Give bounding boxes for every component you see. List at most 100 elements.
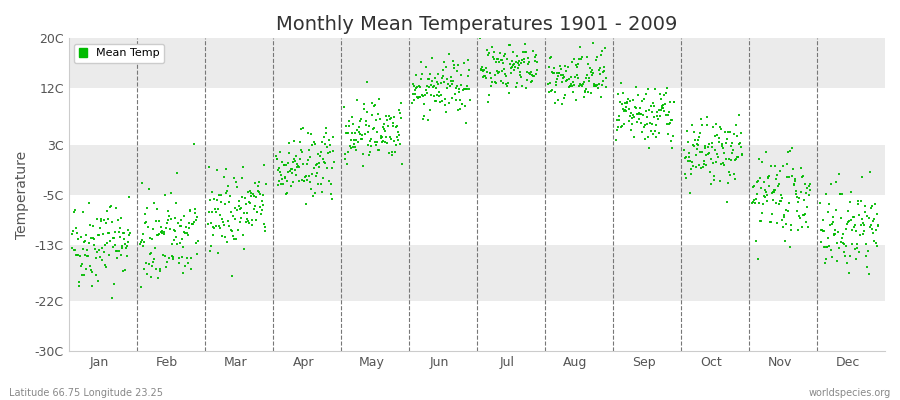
Point [384,152,399,158]
Point [842,218,857,224]
Point [309,162,323,168]
Point [454,100,469,107]
Point [387,113,401,120]
Point [482,50,496,56]
Point [503,60,517,67]
Point [496,60,510,66]
Point [350,127,365,134]
Point [138,211,152,218]
Point [111,216,125,223]
Point [616,89,630,96]
Point [801,224,815,230]
Point [526,72,541,79]
Point [318,160,332,166]
Point [563,83,578,89]
Point [571,75,585,81]
Point [352,129,366,136]
Point [238,219,253,225]
Point [582,75,597,82]
Point [690,137,705,144]
Point [865,203,879,210]
Point [679,155,693,161]
Point [69,252,84,258]
Point [586,40,600,46]
Point [802,192,816,198]
Point [814,200,828,206]
Point [518,41,533,47]
Point [683,158,698,164]
Point [313,149,328,156]
Point [525,72,539,79]
Point [505,64,519,70]
Point [842,199,857,206]
Point [353,118,367,124]
Point [798,190,813,196]
Point [137,266,151,272]
Point [191,238,205,244]
Point [255,207,269,213]
Point [733,141,747,148]
Point [860,253,874,260]
Point [211,250,225,256]
Point [861,271,876,277]
Point [590,81,605,88]
Point [681,153,696,160]
Bar [68,38,885,88]
Point [371,111,385,117]
Point [305,142,320,148]
Point [862,169,877,176]
Point [560,77,574,83]
Point [449,83,464,89]
Point [147,200,161,207]
Point [531,28,545,34]
Point [356,106,371,112]
Point [644,102,658,109]
Point [80,253,94,260]
Point [486,54,500,60]
Point [720,199,734,206]
Point [281,169,295,176]
Point [863,224,878,230]
Point [311,180,326,187]
Point [858,203,872,210]
Point [171,220,185,226]
Point [288,166,302,173]
Point [68,247,82,253]
Point [385,123,400,129]
Point [646,100,661,106]
Point [103,204,117,210]
Point [643,120,657,126]
Point [95,231,110,237]
Point [390,133,404,140]
Point [305,171,320,177]
Point [857,221,871,228]
Point [105,219,120,226]
Point [845,241,859,248]
Point [356,151,371,157]
Point [527,54,542,60]
Point [374,134,389,140]
Point [455,87,470,94]
Point [240,218,255,224]
Point [828,227,842,233]
Point [83,263,97,269]
Point [166,256,180,262]
Text: Latitude 66.75 Longitude 23.25: Latitude 66.75 Longitude 23.25 [9,388,163,398]
Point [255,198,269,204]
Point [583,90,598,96]
Point [379,112,393,119]
Point [148,256,162,262]
Point [364,136,378,143]
Point [726,171,741,177]
Point [784,221,798,228]
Point [564,83,579,90]
Point [342,123,356,129]
Point [87,242,102,248]
Point [637,96,652,103]
Point [278,162,293,168]
Point [219,190,233,196]
Point [203,242,218,249]
Point [372,95,386,102]
Point [114,243,129,250]
Point [587,83,601,89]
